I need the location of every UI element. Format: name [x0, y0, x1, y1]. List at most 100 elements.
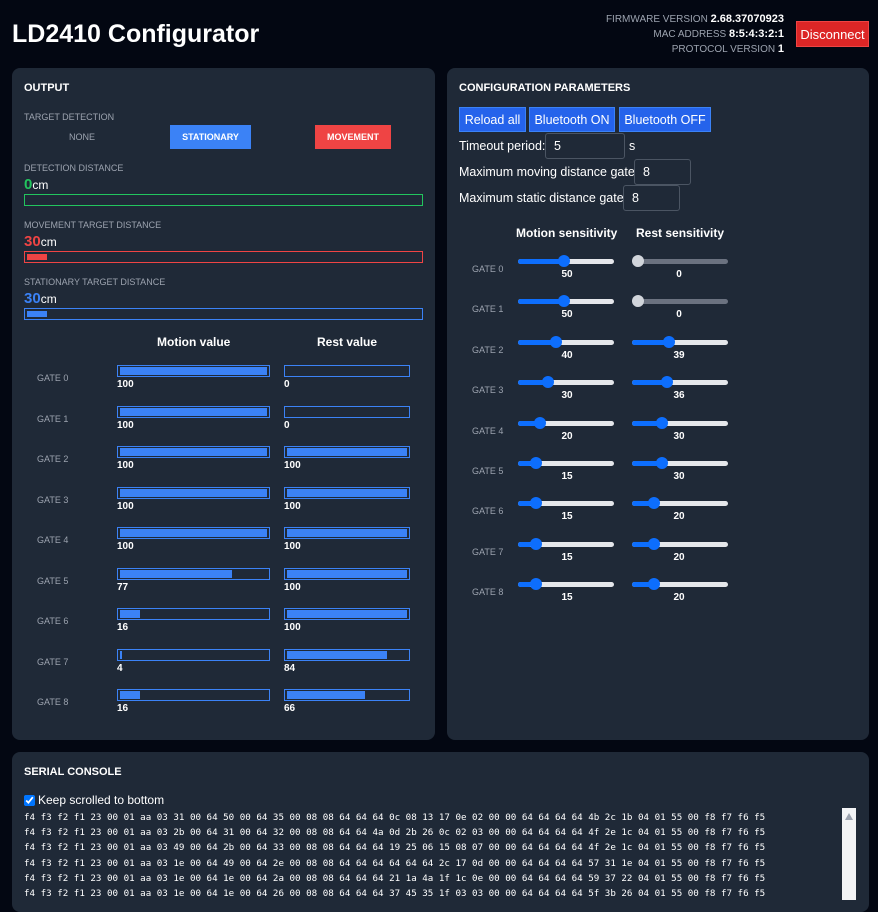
motion-sensitivity-slider[interactable]	[518, 335, 614, 349]
motion-value-bar	[117, 405, 270, 418]
motion-sensitivity-slider[interactable]	[518, 577, 614, 591]
motion-value-fill	[120, 488, 267, 497]
rest-value-bar	[284, 446, 410, 458]
slider-thumb[interactable]	[632, 255, 644, 267]
slider-thumb[interactable]	[663, 335, 676, 348]
console-line: f4 f3 f2 f1 23 00 01 aa 03 1e 00 64 49 0…	[24, 857, 766, 869]
slider-thumb[interactable]	[530, 497, 543, 510]
rest-value-bar	[284, 527, 410, 539]
keep-scrolled-checkbox[interactable]	[24, 794, 35, 806]
state-stationary: STATIONARY	[170, 125, 251, 149]
rest-value-fill	[287, 610, 407, 618]
keep-scrolled-label: Keep scrolled to bottom	[38, 793, 165, 807]
motion-value: 100	[117, 541, 134, 552]
bluetooth-on-button[interactable]: Bluetooth ON	[529, 107, 615, 132]
slider-thumb[interactable]	[530, 578, 543, 591]
slider-thumb[interactable]	[656, 457, 669, 469]
motion-value-bar	[117, 527, 270, 539]
bluetooth-off-button[interactable]: Bluetooth OFF	[619, 107, 711, 132]
slider-thumb[interactable]	[648, 578, 661, 591]
console-line: f4 f3 f2 f1 23 00 01 aa 03 31 00 64 50 0…	[24, 812, 766, 823]
motion-sensitivity-slider[interactable]	[518, 254, 614, 268]
rest-value: 66	[284, 703, 296, 714]
movement-target-distance-bar-fill	[27, 254, 47, 260]
rest-value-bar	[284, 648, 410, 661]
stationary-target-distance-unit: cm	[40, 292, 57, 306]
max-moving-input[interactable]	[634, 159, 691, 185]
timeout-label: Timeout period:	[459, 139, 546, 153]
motion-value-fill	[120, 610, 141, 618]
timeout-input[interactable]	[545, 133, 625, 159]
motion-value-header: Motion value	[157, 335, 231, 349]
max-static-input[interactable]	[623, 185, 680, 211]
motion-sensitivity-value: 40	[561, 349, 573, 361]
rest-sensitivity-slider[interactable]	[632, 496, 728, 510]
rest-sensitivity-slider[interactable]	[632, 456, 728, 470]
motion-sensitivity-slider[interactable]	[518, 537, 614, 551]
motion-sensitivity-slider[interactable]	[518, 456, 614, 470]
console-scrollbar[interactable]	[842, 808, 856, 900]
rest-value: 100	[284, 500, 301, 512]
disconnect-button[interactable]: Disconnect	[796, 21, 869, 47]
rest-sensitivity-slider[interactable]	[632, 537, 728, 551]
firmware-label: FIRMWARE VERSION	[605, 14, 708, 25]
output-gate-label: GATE 0	[37, 373, 69, 383]
motion-value: 4	[117, 662, 123, 674]
stationary-target-distance-bar-fill	[27, 311, 47, 317]
detection-distance-number: 0	[24, 176, 33, 193]
motion-sensitivity-slider[interactable]	[518, 496, 614, 510]
config-gate-label: GATE 0	[472, 264, 504, 274]
rest-value-fill	[287, 691, 365, 699]
motion-value-fill	[120, 407, 267, 416]
rest-value: 100	[284, 622, 301, 633]
motion-sensitivity-value: 50	[561, 309, 573, 321]
slider-thumb[interactable]	[648, 497, 661, 510]
target-detection-label: TARGET DETECTION	[24, 112, 115, 122]
slider-thumb[interactable]	[632, 295, 644, 308]
reload-all-button[interactable]: Reload all	[459, 107, 526, 132]
slider-thumb[interactable]	[558, 295, 571, 308]
slider-thumb[interactable]	[534, 416, 547, 429]
slider-thumb[interactable]	[550, 335, 563, 348]
rest-value-fill	[287, 650, 388, 659]
rest-sensitivity-slider[interactable]	[632, 335, 728, 349]
motion-sensitivity-value: 15	[561, 471, 573, 482]
slider-thumb[interactable]	[530, 457, 543, 469]
scroll-up-arrow-icon[interactable]	[845, 813, 853, 820]
motion-value-bar	[117, 567, 270, 580]
motion-value-bar	[117, 486, 270, 499]
console-line: f4 f3 f2 f1 23 00 01 aa 03 2b 00 64 31 0…	[24, 827, 766, 839]
rest-sensitivity-value: 20	[673, 592, 685, 604]
motion-value: 100	[117, 500, 134, 512]
rest-sensitivity-value: 36	[673, 390, 685, 402]
rest-sensitivity-slider[interactable]	[632, 294, 728, 308]
rest-value: 100	[284, 541, 301, 552]
rest-sensitivity-slider[interactable]	[632, 577, 728, 591]
motion-sensitivity-slider[interactable]	[518, 375, 614, 389]
rest-sensitivity-slider[interactable]	[632, 375, 728, 389]
rest-sensitivity-value: 39	[673, 349, 685, 361]
config-gate-label: GATE 1	[472, 304, 504, 315]
slider-thumb[interactable]	[661, 376, 674, 389]
motion-sensitivity-slider[interactable]	[518, 416, 614, 430]
keep-scrolled-option[interactable]: Keep scrolled to bottom	[24, 793, 164, 807]
motion-sensitivity-slider[interactable]	[518, 294, 614, 308]
rest-value: 100	[284, 460, 301, 471]
motion-value-bar	[117, 689, 270, 701]
slider-thumb[interactable]	[558, 255, 571, 267]
rest-sensitivity-slider[interactable]	[632, 416, 728, 430]
motion-value-fill	[120, 650, 123, 659]
protocol-label: PROTOCOL VERSION	[671, 44, 776, 55]
rest-sensitivity-slider[interactable]	[632, 254, 728, 268]
motion-value-bar	[117, 365, 270, 377]
output-gate-label: GATE 1	[37, 413, 69, 424]
mac-address: 8:5:4:3:2:1	[728, 28, 784, 40]
slider-thumb[interactable]	[648, 537, 661, 550]
rest-value: 0	[284, 379, 290, 390]
rest-value-fill	[287, 448, 407, 456]
slider-thumb[interactable]	[542, 376, 555, 389]
slider-thumb[interactable]	[530, 537, 543, 550]
slider-thumb[interactable]	[656, 416, 669, 429]
mac-label: MAC ADDRESS	[653, 29, 727, 40]
device-info: FIRMWARE VERSION 2.68.37070923 MAC ADDRE…	[606, 12, 784, 57]
